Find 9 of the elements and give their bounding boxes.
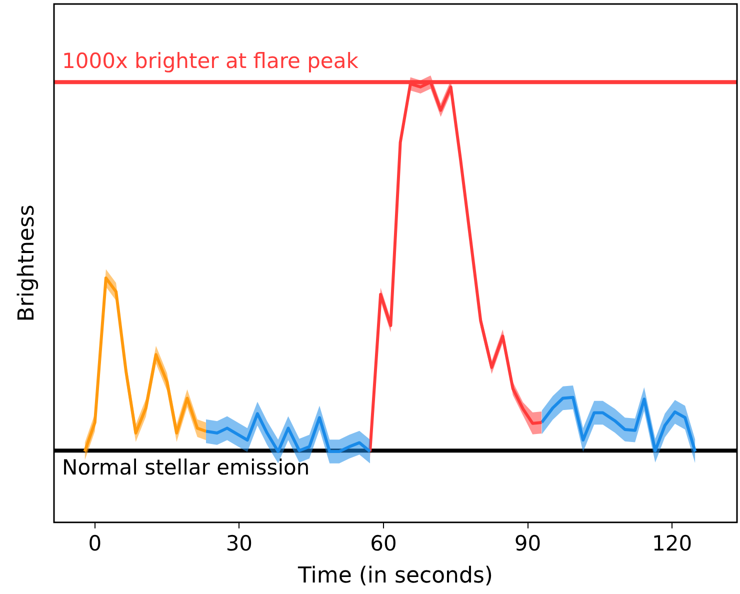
x-tick-label: 30 xyxy=(226,531,253,556)
x-tick-label: 60 xyxy=(370,531,397,556)
x-tick-label: 90 xyxy=(514,531,542,556)
x-tick-label: 0 xyxy=(88,531,102,556)
x-axis-title: Time (in seconds) xyxy=(297,564,493,589)
x-tick-label: 120 xyxy=(652,531,692,556)
y-axis-title: Brightness xyxy=(14,204,40,322)
ref-line-label: Normal stellar emission xyxy=(62,456,310,480)
ref-line-label: 1000x brighter at flare peak xyxy=(62,49,360,74)
